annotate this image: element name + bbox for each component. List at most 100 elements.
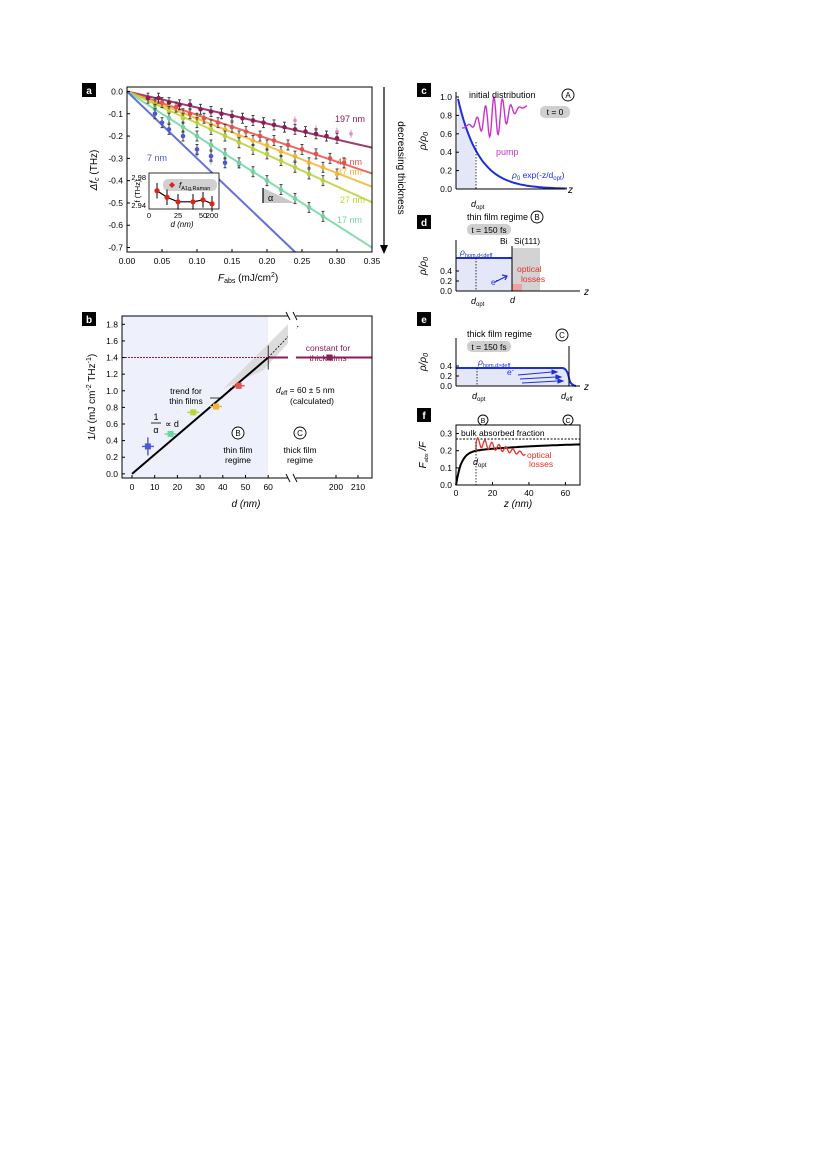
b-ytick-label-6: 1.2 xyxy=(106,369,118,379)
inset-xtick-25: 25 xyxy=(174,211,182,220)
b-ytick-label-9: 1.8 xyxy=(106,319,118,329)
f-bulk-label: bulk absorbed fraction xyxy=(461,428,545,438)
data-point-3-1 xyxy=(166,109,172,114)
panel-a-frame xyxy=(126,86,373,253)
c-marker: A xyxy=(565,91,571,100)
panel-label-e: e xyxy=(421,315,427,326)
data-point-4-6 xyxy=(236,160,242,166)
panel-label-a: a xyxy=(86,86,92,97)
inset-legend-box xyxy=(163,179,217,191)
f-ytick-label-0: 0.0 xyxy=(440,480,452,490)
data-point-0-18 xyxy=(334,135,340,141)
series-label-0: 197 nm xyxy=(335,114,365,124)
c-y-axis-label: ρ/ρ0 xyxy=(418,132,430,151)
data-point-1-7 xyxy=(257,133,263,139)
e-ytick-label-1: 0.2 xyxy=(440,371,452,381)
light-point-0-2 xyxy=(335,129,339,134)
a-xtick-label-4: 0.20 xyxy=(259,256,276,266)
f-xtick-label-1: 20 xyxy=(488,488,498,498)
data-point-0-17 xyxy=(324,133,329,139)
data-point-1-13 xyxy=(341,160,347,166)
series-label-2: 37 nm xyxy=(337,167,362,177)
d-dopt-label: dopt xyxy=(471,296,485,308)
marker-b: B xyxy=(235,429,240,438)
e-ytick-label-0: 0.0 xyxy=(440,381,452,391)
inset-point-3 xyxy=(190,199,196,205)
axis-break-mark-bottom-1 xyxy=(285,473,291,483)
e-y-ticks: 0.00.20.4 xyxy=(440,361,459,391)
data-point-0-7 xyxy=(219,111,224,117)
data-point-0-13 xyxy=(282,124,287,130)
data-point-4-8 xyxy=(264,178,270,183)
marker-b-circle xyxy=(231,426,245,440)
c-shaded-area xyxy=(456,98,476,189)
data-point-3-8 xyxy=(264,151,270,157)
e-y-axis-label: ρ/ρ0 xyxy=(418,353,430,372)
data-point-0-15 xyxy=(303,129,308,134)
b-point-1 xyxy=(167,430,174,437)
data-point-4-3 xyxy=(194,133,200,139)
e-deff-label: deff xyxy=(561,391,573,403)
data-point-3-10 xyxy=(292,164,298,170)
inset-point-1 xyxy=(164,194,170,200)
thin-regime-label-2: regime xyxy=(225,455,251,465)
data-point-3-2 xyxy=(180,115,186,121)
d-si-label: Si(111) xyxy=(514,236,540,246)
series-label-3: 27 nm xyxy=(340,195,365,205)
thickness-arrow-label: decreasing thickness xyxy=(395,121,406,214)
d-d-label: d xyxy=(510,295,516,305)
thickness-arrow-head xyxy=(380,245,388,254)
data-point-0-16 xyxy=(313,131,319,137)
data-point-5-6 xyxy=(222,160,228,166)
b-ytick-label-1: 0.2 xyxy=(106,452,118,462)
panel-label-b-box xyxy=(82,312,96,326)
thick-regime-label-1: thick film xyxy=(283,445,316,455)
data-point-0-3 xyxy=(177,102,182,108)
c-ytick-label-0: 0.0 xyxy=(440,184,452,194)
b-ytick-label-7: 1.4 xyxy=(106,353,118,363)
d-marker: B xyxy=(534,213,539,222)
d-rho-label: ρhom,d<deff xyxy=(459,247,493,259)
frac-top: 1 xyxy=(153,412,158,422)
b-point-2 xyxy=(190,409,197,416)
light-point-0-0 xyxy=(293,118,297,123)
axis-break-mark-top-1 xyxy=(285,311,291,321)
data-point-4-2 xyxy=(180,124,186,130)
d-time-label: t = 150 fs xyxy=(471,225,506,235)
panel-c: c 0.0 0.2 0.4 0.6 0.8 1.0 ρ/ρ0 z dopt initial… xyxy=(417,83,575,211)
e-title: thick film regime xyxy=(467,329,532,339)
f-loss-wiggle xyxy=(475,436,526,457)
alpha-slope-triangle xyxy=(263,188,295,203)
d-marker-circle xyxy=(530,210,544,224)
series-label-5: 7 nm xyxy=(147,153,167,163)
data-point-4-5 xyxy=(222,151,228,157)
data-point-1-1 xyxy=(173,104,179,110)
panel-b-y-axis-label: 1/α (mJ cm-2 THz-1) xyxy=(86,354,98,440)
a-xtick-label-3: 0.15 xyxy=(224,256,241,266)
e-time-badge xyxy=(467,341,511,352)
data-point-3-5 xyxy=(222,133,228,139)
f-xtick-label-2: 40 xyxy=(524,488,534,498)
data-point-1-6 xyxy=(243,129,249,134)
b-ytick-label-4: 0.8 xyxy=(106,402,118,412)
light-point-0-3 xyxy=(349,132,353,136)
axis-break-gap xyxy=(288,310,296,482)
d-shaded-area xyxy=(456,258,512,291)
f-ytick-label-2: 0.2 xyxy=(440,446,452,456)
f-xtick-label-3: 60 xyxy=(561,488,571,498)
inset-point-5 xyxy=(209,201,215,207)
data-point-0-9 xyxy=(240,115,245,121)
inset-xtick-200: 200 xyxy=(206,211,219,220)
c-ytick-label-1: 0.2 xyxy=(440,166,452,176)
data-point-1-11 xyxy=(313,151,319,157)
data-point-4-4 xyxy=(208,142,214,148)
f-marker-b: B xyxy=(481,418,486,425)
a-ytick-label-4: -0.4 xyxy=(108,176,123,186)
d-title: thin film regime xyxy=(467,212,528,222)
panel-label-e-box xyxy=(417,312,431,326)
data-point-4-1 xyxy=(166,115,172,121)
e-dopt-label: dopt xyxy=(472,391,486,403)
data-point-2-9 xyxy=(278,149,284,154)
a-ytick-label-0: 0.0 xyxy=(111,86,123,96)
